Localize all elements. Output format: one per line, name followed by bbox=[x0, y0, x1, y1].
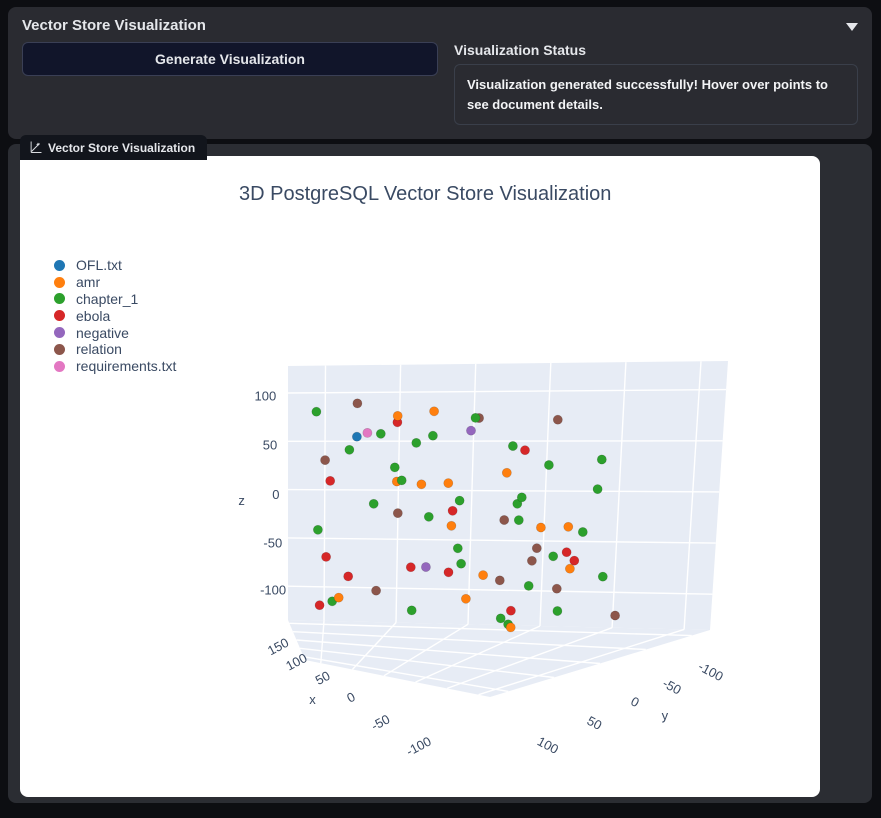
svg-text:-50: -50 bbox=[660, 676, 684, 698]
svg-text:0: 0 bbox=[344, 689, 357, 706]
svg-text:-100: -100 bbox=[260, 583, 286, 598]
svg-text:x: x bbox=[309, 692, 316, 707]
svg-text:100: 100 bbox=[535, 734, 561, 757]
svg-text:50: 50 bbox=[313, 668, 333, 688]
svg-text:-50: -50 bbox=[369, 711, 393, 733]
svg-text:z: z bbox=[238, 493, 245, 508]
svg-text:-100: -100 bbox=[404, 734, 434, 759]
svg-text:150: 150 bbox=[265, 635, 291, 658]
svg-text:0: 0 bbox=[628, 694, 641, 711]
svg-text:0: 0 bbox=[272, 487, 279, 502]
svg-text:y: y bbox=[662, 708, 669, 723]
svg-text:50: 50 bbox=[585, 713, 605, 733]
svg-text:100: 100 bbox=[254, 389, 276, 404]
svg-text:50: 50 bbox=[263, 437, 277, 452]
svg-text:-100: -100 bbox=[696, 659, 726, 684]
svg-text:-50: -50 bbox=[263, 536, 282, 551]
